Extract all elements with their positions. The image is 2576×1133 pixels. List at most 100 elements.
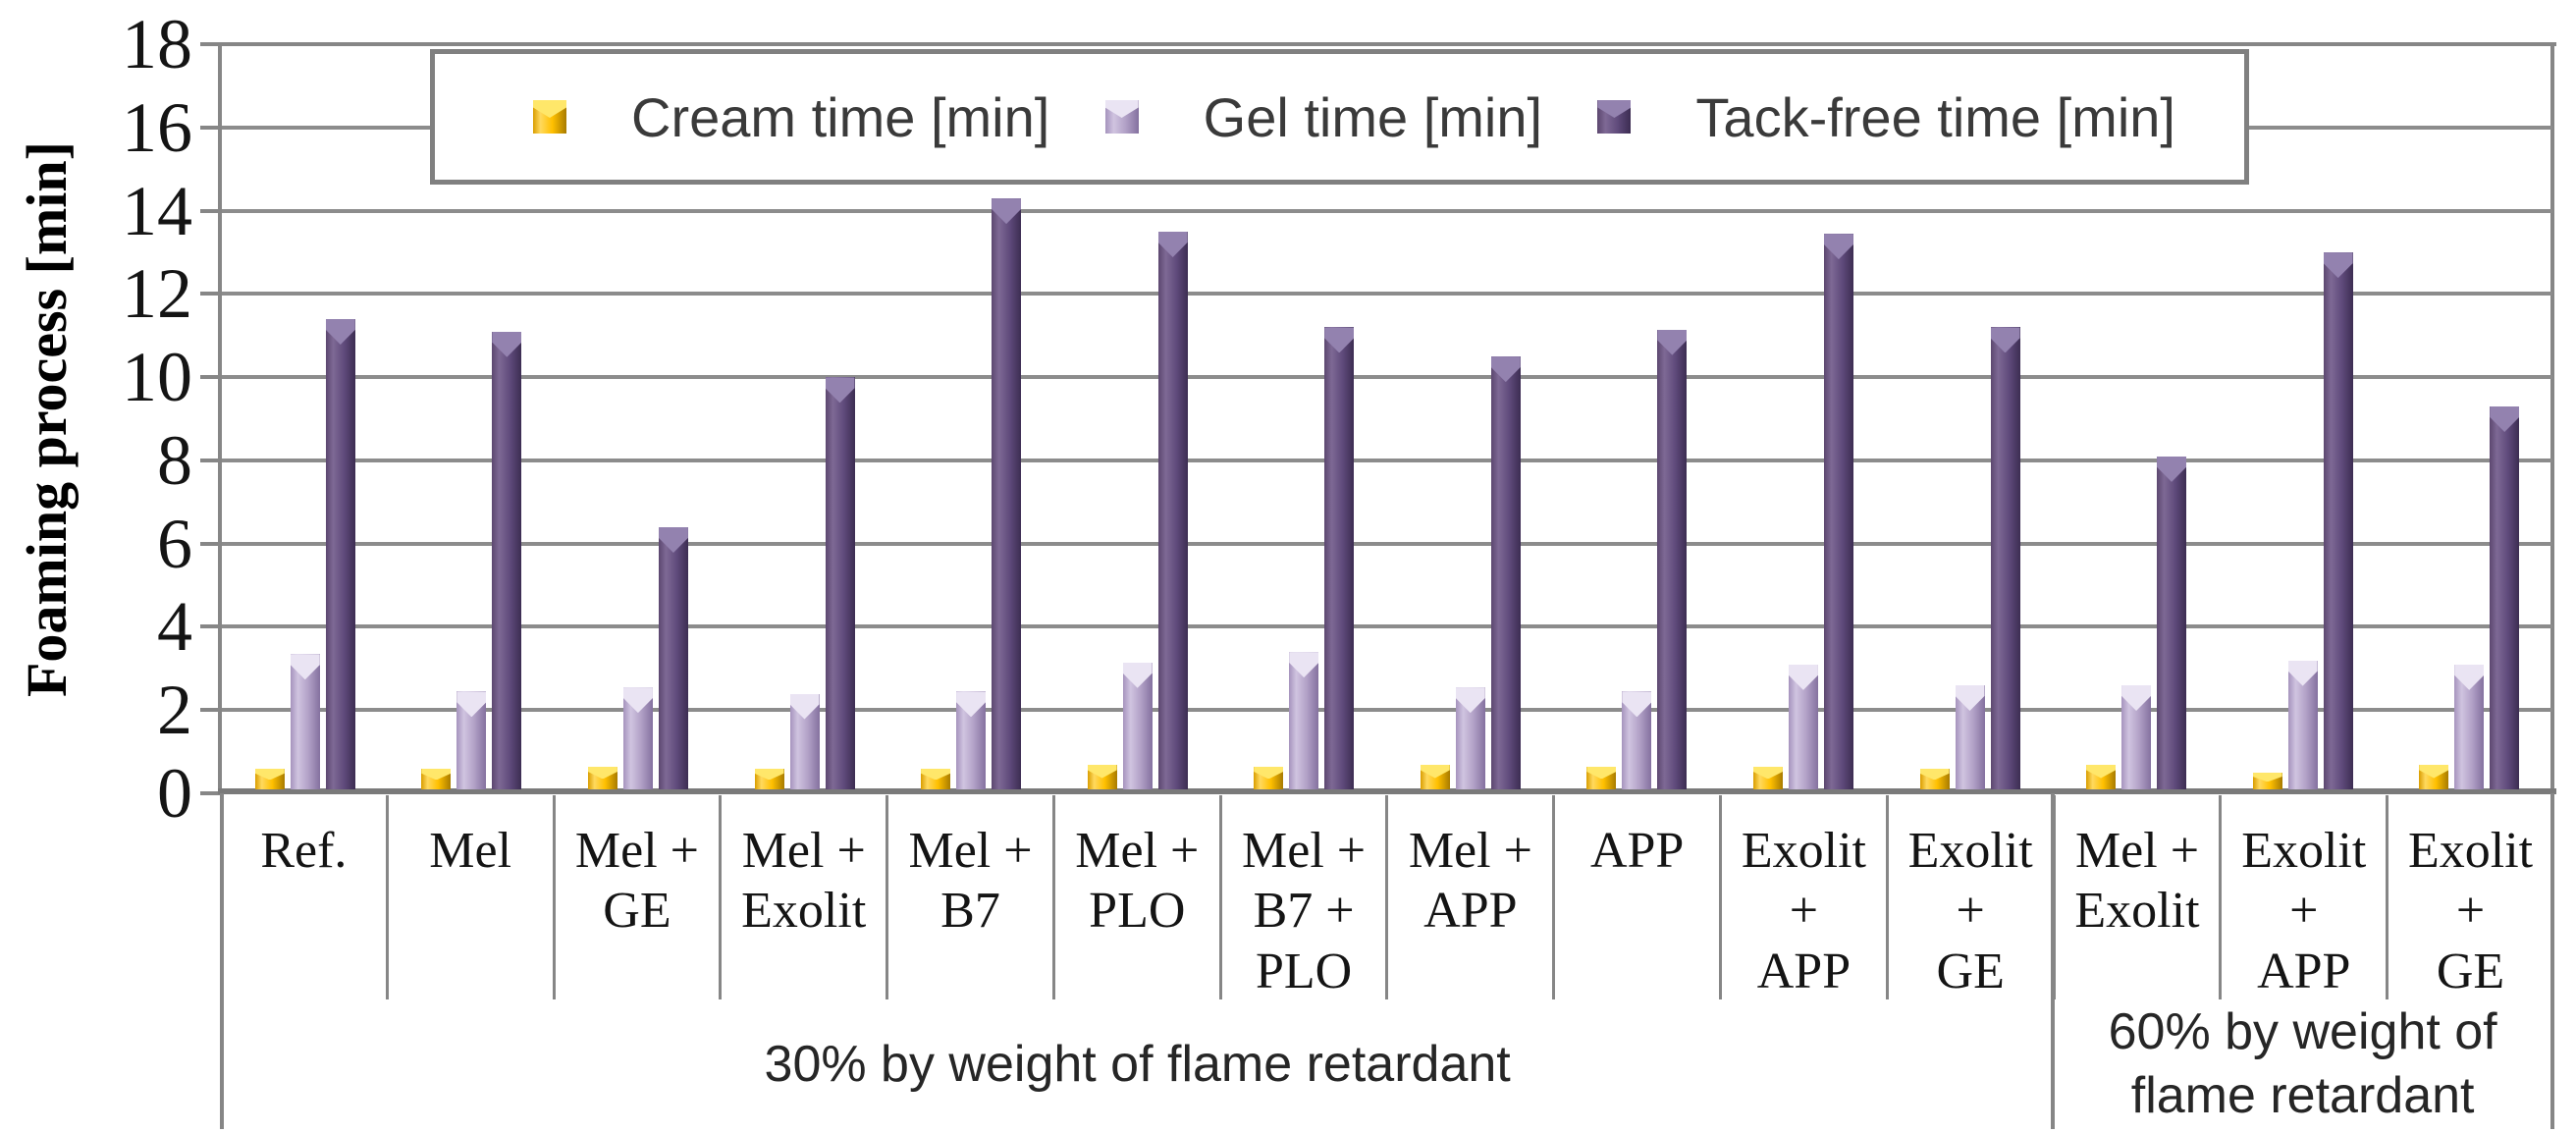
bar-gel-11 bbox=[2121, 685, 2152, 789]
bar-tackfree-13 bbox=[2490, 406, 2520, 789]
bar-top-bevel bbox=[1622, 691, 1652, 718]
category-label-line: GE bbox=[2436, 943, 2505, 999]
category-label-0: Ref. bbox=[222, 795, 389, 999]
bar-top-bevel bbox=[658, 526, 688, 553]
category-label-line: Mel + bbox=[2074, 823, 2200, 879]
bar-top-bevel bbox=[622, 687, 653, 714]
bar-top-bevel bbox=[1586, 766, 1617, 780]
category-label-line: APP bbox=[1589, 823, 1685, 879]
bar-tackfree-10 bbox=[1990, 327, 2020, 789]
category-label-3: Mel + Exolit bbox=[722, 795, 889, 999]
bar-top-bevel bbox=[1420, 764, 1450, 779]
bar-gel-7 bbox=[1455, 687, 1485, 789]
category-label-line: Mel + bbox=[574, 823, 699, 879]
category-label-10: Exolit + GE bbox=[1889, 795, 2056, 999]
bar-tackfree-12 bbox=[2323, 252, 2353, 789]
category-label-line: Exolit + bbox=[1741, 823, 1866, 940]
bar-top-bevel bbox=[921, 768, 951, 781]
bar-gel-8 bbox=[1622, 691, 1652, 789]
category-label-line: B7 + bbox=[1253, 883, 1355, 940]
bar-tackfree-9 bbox=[1823, 234, 1853, 789]
category-label-line: Ref. bbox=[260, 823, 348, 879]
category-label-line: PLO bbox=[1089, 883, 1186, 940]
group-label-0: 30% by weight of flame retardant bbox=[764, 1035, 1511, 1093]
bar-gel-13 bbox=[2454, 664, 2485, 789]
category-label-line: Exolit + bbox=[2407, 823, 2534, 940]
bar-top-bevel bbox=[1324, 327, 1355, 353]
bar-gel-5 bbox=[1122, 662, 1153, 789]
bar-top-bevel bbox=[421, 768, 452, 781]
y-tick-label-10: 10 bbox=[122, 338, 192, 417]
y-tick-label-12: 12 bbox=[122, 254, 192, 334]
plot-border-top bbox=[218, 42, 2556, 46]
bar-cream-12 bbox=[2252, 773, 2282, 789]
legend-marker-bevel bbox=[533, 100, 566, 118]
bar-cream-5 bbox=[1087, 764, 1117, 789]
legend: Cream time [min] Gel time [min] Tack-free … bbox=[430, 49, 2249, 185]
bar-gel-1 bbox=[456, 691, 487, 789]
bar-cream-13 bbox=[2419, 764, 2449, 789]
category-label-line: Exolit bbox=[741, 883, 867, 940]
bar-top-bevel bbox=[825, 377, 855, 404]
category-label-5: Mel + PLO bbox=[1055, 795, 1222, 999]
y-tick-label-4: 4 bbox=[157, 587, 192, 667]
bar-top-bevel bbox=[1955, 685, 1985, 712]
bar-top-bevel bbox=[992, 198, 1022, 225]
gridline-10 bbox=[222, 375, 2552, 380]
bar-top-bevel bbox=[1990, 327, 2020, 353]
bar-top-bevel bbox=[1254, 766, 1284, 780]
group-label-1: 60% by weight of flame retardant bbox=[2108, 1003, 2497, 1124]
category-label-line: Mel bbox=[429, 823, 512, 879]
bar-tackfree-0 bbox=[325, 319, 355, 789]
bar-cream-3 bbox=[754, 768, 784, 789]
category-label-line: Exolit bbox=[2074, 883, 2200, 940]
bar-tackfree-5 bbox=[1157, 231, 1188, 789]
category-label-line: APP bbox=[1756, 943, 1852, 999]
x-axis-line bbox=[218, 788, 2556, 794]
y-tick-18 bbox=[200, 42, 220, 46]
category-label-line: Exolit + bbox=[1907, 823, 2033, 940]
legend-label-gel: Gel time [min] bbox=[1203, 85, 1543, 148]
bar-top-bevel bbox=[1490, 356, 1521, 383]
bar-top-bevel bbox=[2419, 764, 2449, 779]
bar-tackfree-8 bbox=[1657, 329, 1688, 789]
category-label-9: Exolit + APP bbox=[1722, 795, 1889, 999]
plot-border-left bbox=[218, 44, 222, 793]
gridline-6 bbox=[222, 541, 2552, 546]
legend-item-gel: Gel time [min] bbox=[1104, 85, 1543, 149]
bar-top-bevel bbox=[1919, 768, 1950, 781]
bar-top-bevel bbox=[1455, 687, 1485, 714]
y-tick-2 bbox=[200, 708, 220, 713]
group-separator-end bbox=[2550, 793, 2554, 1129]
y-tick-6 bbox=[200, 541, 220, 546]
category-label-7: Mel + APP bbox=[1388, 795, 1556, 999]
bar-gel-6 bbox=[1289, 652, 1319, 789]
gridline-2 bbox=[222, 708, 2552, 713]
bar-top-bevel bbox=[2252, 773, 2282, 782]
bar-tackfree-7 bbox=[1490, 356, 1521, 789]
bar-top-bevel bbox=[2490, 406, 2520, 433]
y-tick-16 bbox=[200, 125, 220, 130]
bar-cream-2 bbox=[587, 766, 617, 789]
category-label-line: GE bbox=[1936, 943, 2005, 999]
bar-top-bevel bbox=[254, 768, 285, 781]
category-label-2: Mel + GE bbox=[556, 795, 723, 999]
bar-top-bevel bbox=[325, 319, 355, 345]
y-tick-8 bbox=[200, 458, 220, 462]
bar-cream-6 bbox=[1254, 766, 1284, 789]
bar-top-bevel bbox=[956, 691, 987, 718]
y-tick-label-14: 14 bbox=[122, 171, 192, 250]
bar-top-bevel bbox=[2086, 764, 2117, 779]
bar-cream-10 bbox=[1919, 768, 1950, 789]
legend-marker-cream-icon bbox=[533, 100, 566, 134]
bar-cream-4 bbox=[921, 768, 951, 789]
y-tick-label-6: 6 bbox=[157, 504, 192, 583]
bar-gel-3 bbox=[789, 693, 820, 789]
bar-top-bevel bbox=[2287, 660, 2318, 686]
category-label-line: Mel + bbox=[1242, 823, 1367, 879]
bar-tackfree-2 bbox=[658, 526, 688, 789]
gridline-8 bbox=[222, 458, 2552, 462]
bar-cream-0 bbox=[254, 768, 285, 789]
y-tick-4 bbox=[200, 624, 220, 629]
bar-top-bevel bbox=[290, 654, 320, 680]
